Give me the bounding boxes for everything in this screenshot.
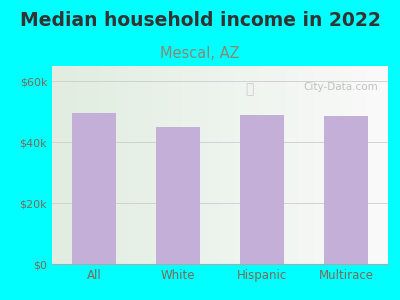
Text: Median household income in 2022: Median household income in 2022 (20, 11, 380, 29)
Bar (156, 127, 200, 264)
Bar (240, 115, 284, 264)
Text: City-Data.com: City-Data.com (303, 82, 378, 92)
Bar (72, 113, 116, 264)
Text: ⦾: ⦾ (245, 82, 254, 96)
Text: Mescal, AZ: Mescal, AZ (160, 46, 240, 62)
Bar (324, 116, 368, 264)
